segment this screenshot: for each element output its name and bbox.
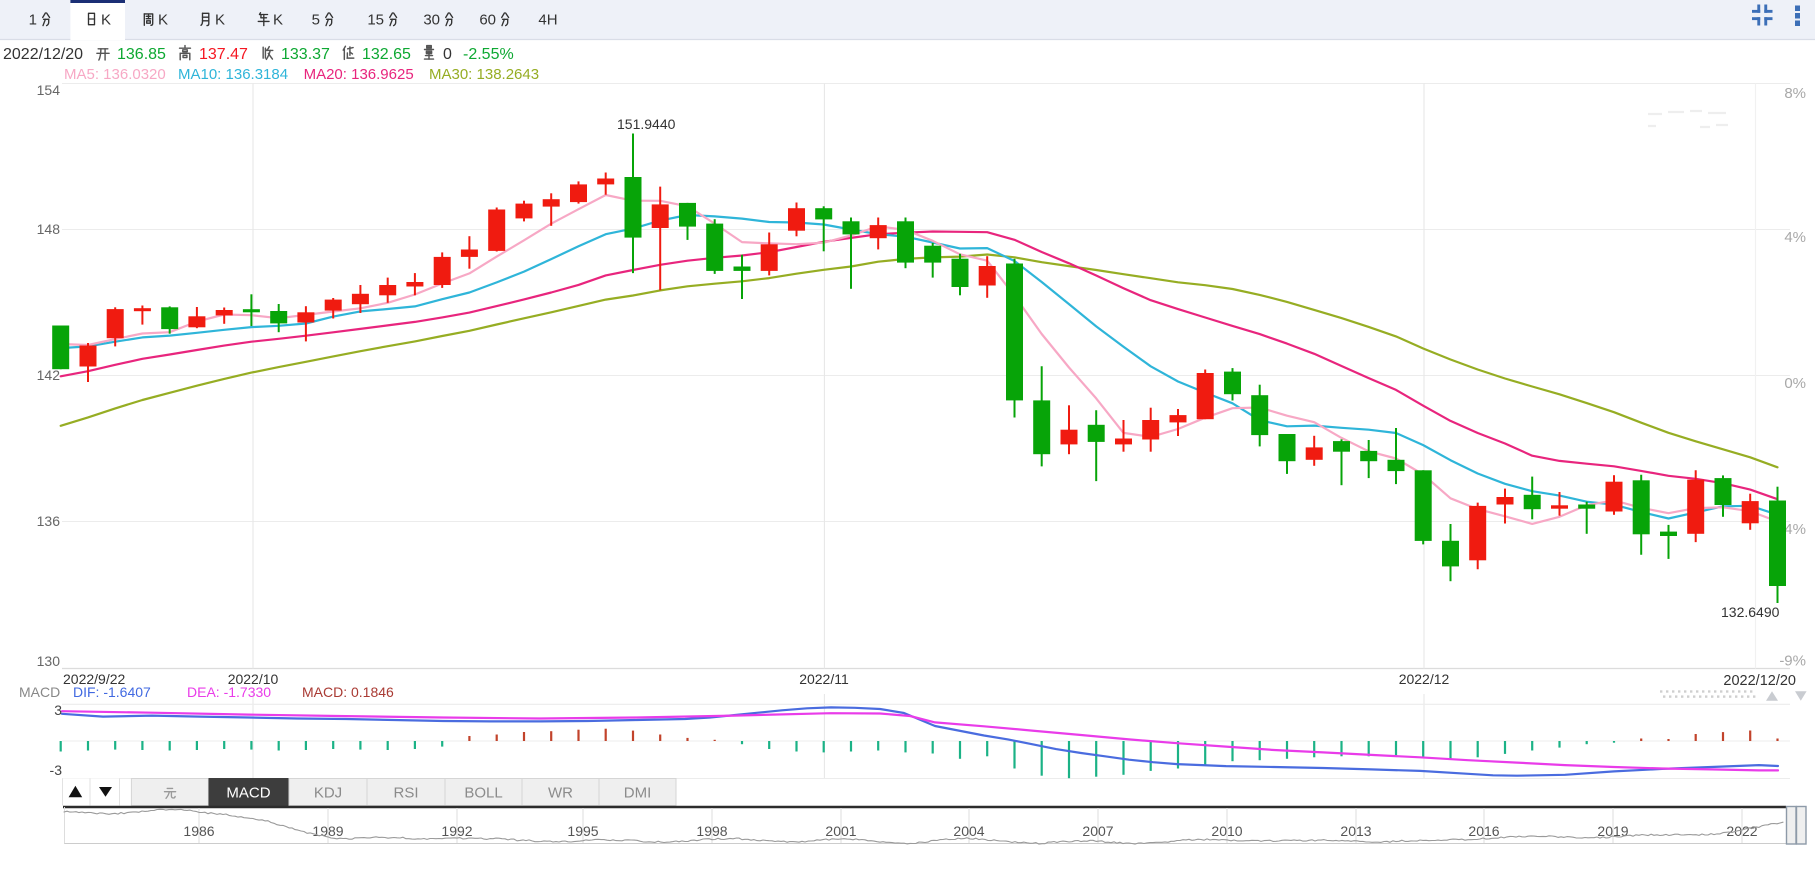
svg-text:K: K	[101, 12, 111, 29]
svg-text:1998: 1998	[696, 823, 727, 839]
svg-text:2022/10: 2022/10	[228, 671, 279, 687]
svg-text:KDJ: KDJ	[314, 785, 342, 802]
svg-text:1: 1	[29, 12, 37, 29]
svg-text:136.85: 136.85	[117, 46, 166, 63]
svg-text:K: K	[215, 12, 225, 29]
svg-text:2001: 2001	[825, 823, 856, 839]
svg-text:142: 142	[37, 367, 61, 383]
svg-text:2010: 2010	[1211, 823, 1242, 839]
svg-text:2022/9/22: 2022/9/22	[63, 671, 125, 687]
svg-text:8%: 8%	[1784, 85, 1806, 102]
svg-text:2022/12/20: 2022/12/20	[1723, 673, 1796, 689]
svg-text:DMI: DMI	[624, 785, 652, 802]
svg-text:WR: WR	[548, 785, 573, 802]
svg-text:1995: 1995	[567, 823, 598, 839]
svg-text:2019: 2019	[1597, 823, 1628, 839]
svg-text:3: 3	[54, 702, 62, 718]
svg-text:MACD: 0.1846: MACD: 0.1846	[302, 684, 394, 700]
svg-text:MA10: 136.3184: MA10: 136.3184	[178, 66, 288, 83]
svg-text:15: 15	[367, 12, 384, 29]
svg-text:-3: -3	[50, 762, 63, 778]
svg-text:1986: 1986	[183, 823, 214, 839]
svg-text:4%: 4%	[1784, 229, 1806, 246]
svg-text:BOLL: BOLL	[464, 785, 502, 802]
svg-text:2022/12/20: 2022/12/20	[3, 46, 83, 63]
svg-text:0%: 0%	[1784, 375, 1806, 392]
svg-text:2022/12: 2022/12	[1399, 671, 1450, 687]
svg-text:5: 5	[312, 12, 320, 29]
svg-text:MACD: MACD	[226, 785, 270, 802]
svg-text:4H: 4H	[538, 12, 557, 29]
svg-text:MA20: 136.9625: MA20: 136.9625	[304, 66, 414, 83]
svg-text:DEA: -1.7330: DEA: -1.7330	[187, 684, 271, 700]
svg-text:2022: 2022	[1726, 823, 1757, 839]
svg-text:154: 154	[37, 82, 61, 98]
svg-text:2007: 2007	[1082, 823, 1113, 839]
svg-text:136: 136	[37, 513, 61, 529]
svg-text:K: K	[273, 12, 283, 29]
svg-text:130: 130	[37, 653, 61, 669]
svg-text:K: K	[158, 12, 168, 29]
svg-text:148: 148	[37, 221, 61, 237]
svg-text:2004: 2004	[953, 823, 984, 839]
svg-text:30: 30	[423, 12, 440, 29]
svg-text:132.65: 132.65	[362, 46, 411, 63]
svg-text:-9%: -9%	[1779, 653, 1806, 670]
svg-text:MA30: 138.2643: MA30: 138.2643	[429, 66, 539, 83]
svg-text:2013: 2013	[1340, 823, 1371, 839]
svg-text:0: 0	[443, 46, 452, 63]
svg-text:1992: 1992	[441, 823, 472, 839]
svg-text:2016: 2016	[1468, 823, 1499, 839]
svg-text:MA5: 136.0320: MA5: 136.0320	[64, 66, 166, 83]
svg-text:DIF: -1.6407: DIF: -1.6407	[73, 684, 151, 700]
svg-text:RSI: RSI	[393, 785, 418, 802]
svg-text:2022/11: 2022/11	[799, 671, 849, 687]
svg-text:132.6490: 132.6490	[1721, 604, 1780, 620]
svg-text:-2.55%: -2.55%	[463, 46, 514, 63]
svg-text:137.47: 137.47	[199, 46, 248, 63]
svg-text:60: 60	[479, 12, 496, 29]
svg-text:133.37: 133.37	[281, 46, 330, 63]
svg-text:151.9440: 151.9440	[617, 116, 676, 132]
svg-text:MACD: MACD	[19, 684, 60, 700]
